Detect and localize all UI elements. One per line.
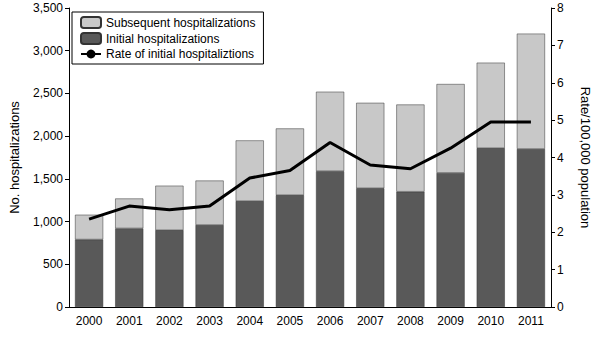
svg-text:2,500: 2,500 xyxy=(33,86,63,100)
svg-text:2009: 2009 xyxy=(437,314,464,328)
svg-text:0: 0 xyxy=(56,300,63,314)
svg-text:2007: 2007 xyxy=(357,314,384,328)
svg-text:2011: 2011 xyxy=(518,314,544,328)
svg-text:2,000: 2,000 xyxy=(33,129,63,143)
svg-text:2002: 2002 xyxy=(156,314,183,328)
svg-text:3,500: 3,500 xyxy=(33,1,63,15)
svg-text:1,500: 1,500 xyxy=(33,172,63,186)
svg-text:Initial hospitalizations: Initial hospitalizations xyxy=(106,32,219,46)
svg-text:2004: 2004 xyxy=(236,314,263,328)
svg-text:Rate/100,000 population: Rate/100,000 population xyxy=(578,87,593,229)
svg-text:2: 2 xyxy=(557,225,564,239)
svg-text:2008: 2008 xyxy=(397,314,424,328)
svg-text:1,000: 1,000 xyxy=(33,215,63,229)
svg-text:5: 5 xyxy=(557,113,564,127)
svg-text:2010: 2010 xyxy=(477,314,504,328)
svg-text:2006: 2006 xyxy=(317,314,344,328)
svg-text:6: 6 xyxy=(557,76,564,90)
svg-text:1: 1 xyxy=(557,263,564,277)
svg-text:Subsequent hospitalizations: Subsequent hospitalizations xyxy=(106,16,255,30)
svg-text:2005: 2005 xyxy=(277,314,304,328)
svg-text:2001: 2001 xyxy=(116,314,143,328)
svg-text:No. hospitalizations: No. hospitalizations xyxy=(7,101,22,214)
svg-text:500: 500 xyxy=(43,257,63,271)
svg-text:2000: 2000 xyxy=(76,314,103,328)
svg-text:3: 3 xyxy=(557,188,564,202)
svg-text:3,000: 3,000 xyxy=(33,44,63,58)
svg-text:Rate of initial hospitaliztion: Rate of initial hospitaliztions xyxy=(106,47,254,61)
svg-text:0: 0 xyxy=(557,300,564,314)
svg-text:4: 4 xyxy=(557,151,564,165)
svg-text:2003: 2003 xyxy=(196,314,223,328)
svg-text:7: 7 xyxy=(557,38,564,52)
svg-text:8: 8 xyxy=(557,1,564,15)
